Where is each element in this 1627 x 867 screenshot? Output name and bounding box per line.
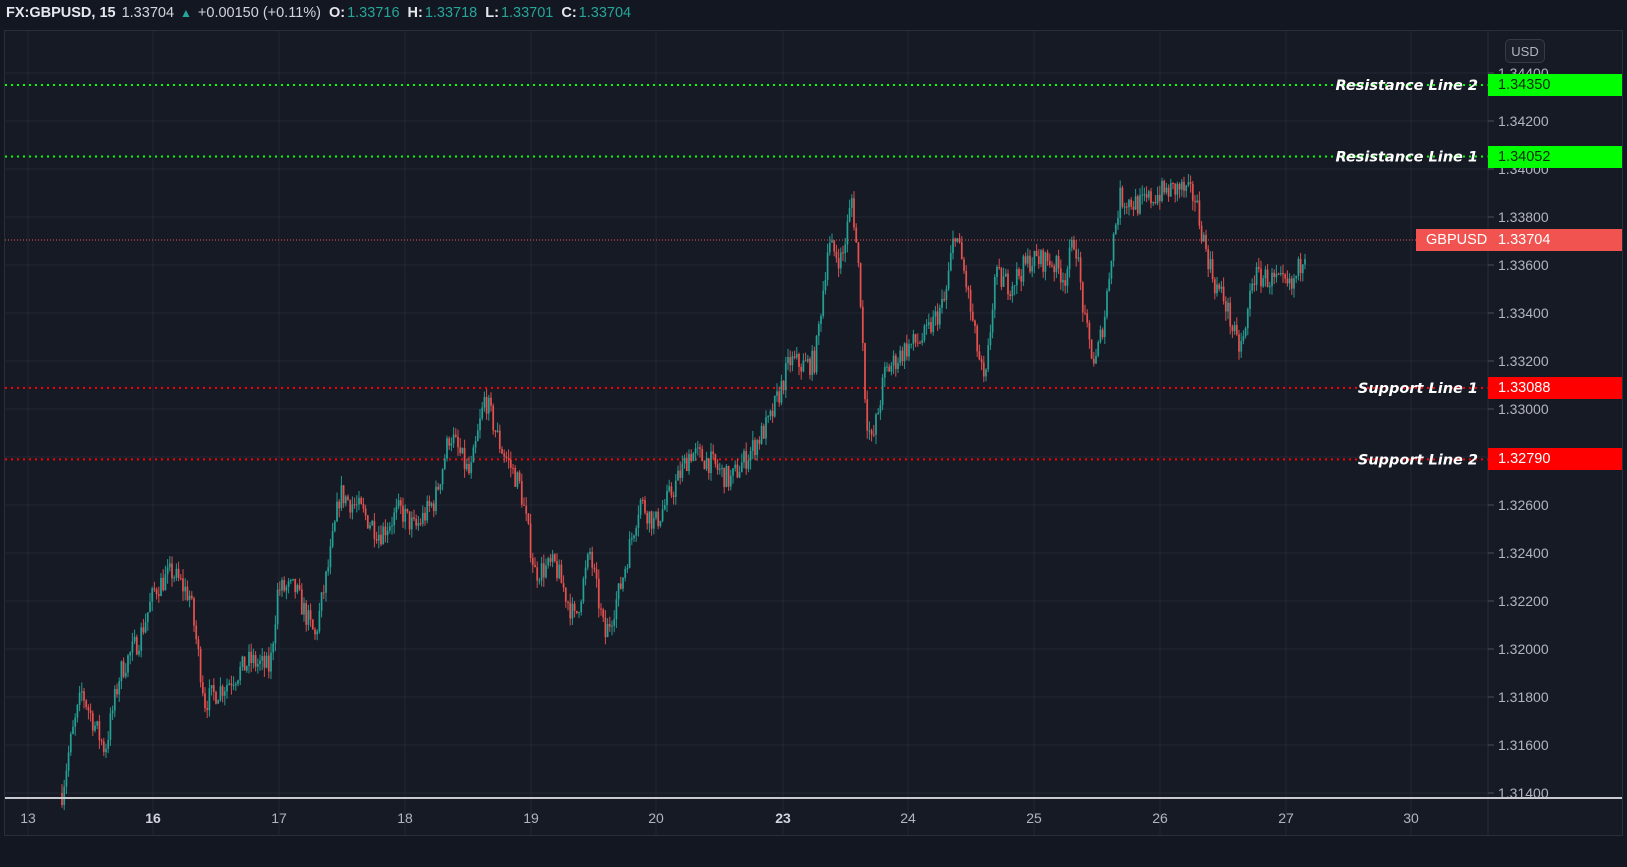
price-tick-label: 1.32400 [1498, 545, 1549, 561]
time-tick-label: 24 [900, 810, 916, 826]
price-tick-label: 1.32600 [1498, 497, 1549, 513]
price-tick-label: 1.33800 [1498, 209, 1549, 225]
line-price-tag: 1.33088 [1488, 376, 1622, 399]
price-tick-label: 1.33000 [1498, 401, 1549, 417]
line-name-label: Resistance Line 2 [1335, 78, 1478, 94]
open-value: 1.33716 [347, 5, 400, 21]
low-key: L: [485, 5, 499, 21]
high-value: 1.33718 [424, 5, 478, 21]
time-tick-label: 18 [397, 810, 413, 826]
time-tick-label: 23 [775, 810, 791, 826]
symbol-label[interactable]: FX:GBPUSD, 15 [6, 5, 116, 21]
line-labels: Resistance Line 2 Resistance Line 1 Suppor… [1335, 78, 1478, 468]
line-name-label: Support Line 2 [1358, 452, 1478, 468]
time-tick-label: 26 [1152, 810, 1168, 826]
grid-lines [5, 31, 1488, 835]
time-tick-label: 19 [523, 810, 539, 826]
horizontal-lines[interactable] [5, 84, 1488, 461]
price-tick-label: 1.32000 [1498, 641, 1549, 657]
price-axis[interactable]: 1.344001.342001.340001.338001.336001.334… [1488, 65, 1549, 801]
price-tick-label: 1.31800 [1498, 689, 1549, 705]
time-tick-label: 30 [1403, 810, 1419, 826]
price-tick-label: 1.33600 [1498, 257, 1549, 273]
line-price-tag: 1.34052 [1488, 145, 1622, 168]
time-tick-label: 13 [20, 810, 36, 826]
open-key: O: [328, 5, 346, 21]
currency-button[interactable]: USD [1505, 39, 1545, 63]
time-tick-label: 27 [1278, 810, 1294, 826]
close-value: 1.33704 [578, 5, 632, 21]
time-tick-label: 16 [145, 810, 161, 826]
price-change: +0.00150 (+0.11%) [197, 5, 321, 21]
price-tick-label: 1.32200 [1498, 593, 1549, 609]
current-price-tag: 1.33704 [1488, 229, 1622, 252]
time-tick-label: 17 [271, 810, 287, 826]
up-arrow-icon: ▲ [180, 6, 192, 20]
chart-frame [4, 30, 1623, 836]
price-tick-label: 1.31600 [1498, 737, 1549, 753]
candlestick-series [61, 173, 1306, 811]
close-key: C: [561, 5, 577, 21]
line-name-label: Resistance Line 1 [1335, 150, 1478, 166]
time-tick-label: 20 [648, 810, 664, 826]
high-key: H: [407, 5, 423, 21]
low-value: 1.33701 [500, 5, 554, 21]
price-tick-label: 1.33200 [1498, 353, 1549, 369]
current-symbol-tag: GBPUSD [1416, 229, 1488, 252]
line-name-label: Support Line 1 [1358, 381, 1478, 397]
time-axis[interactable]: 13 16 17 18 19 20 23 24 25 26 27 30 [20, 810, 1419, 826]
symbol-header: FX:GBPUSD, 15 1.33704 ▲ +0.00150 (+0.11%… [0, 0, 1627, 26]
line-price-tag: 1.32790 [1488, 448, 1622, 471]
last-price: 1.33704 [121, 5, 175, 21]
price-tick-label: 1.33400 [1498, 305, 1549, 321]
line-price-tag: 1.34350 [1488, 74, 1622, 96]
price-tick-label: 1.34200 [1498, 113, 1549, 129]
time-tick-label: 25 [1026, 810, 1042, 826]
